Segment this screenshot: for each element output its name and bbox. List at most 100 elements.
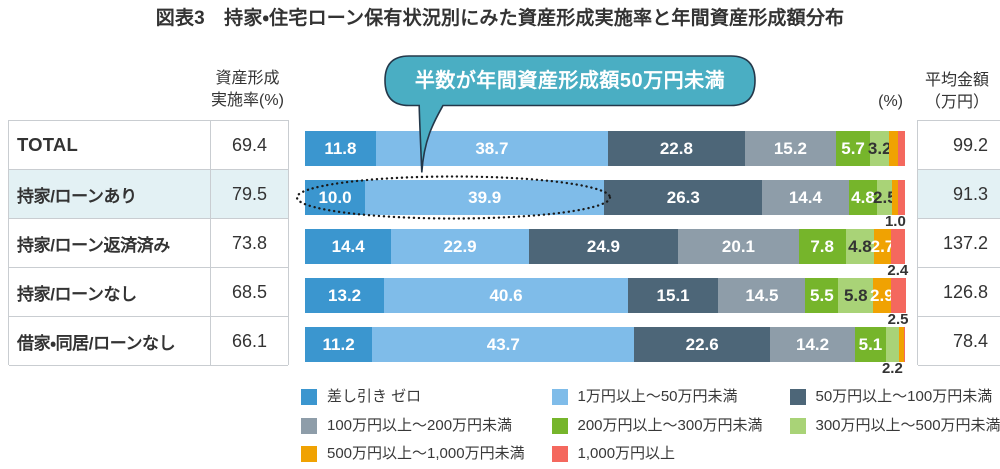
legend-label: 1,000万円以上 (577, 445, 676, 462)
bar-segment: 3.2 (867, 131, 892, 166)
bar-segment-label: 2.7 (870, 237, 895, 256)
row-average-value: 99.2 (918, 121, 1000, 170)
bar-segment: 14.5 (718, 278, 806, 313)
legend-item: 差し引き ゼロ (301, 387, 422, 405)
row-label: TOTAL (9, 121, 211, 169)
row-label: 持家/ローン返済済み (9, 219, 211, 267)
legend-swatch (551, 388, 568, 405)
bar-segment: 2.5 (873, 180, 897, 215)
legend-swatch (301, 388, 317, 405)
stacked-bar: 14.4 22.9 24.9 20.1 7.8 4.8 2.7 (305, 229, 905, 264)
legend-label: 差し引き ゼロ (327, 387, 422, 405)
row-average-value: 78.4 (918, 317, 1000, 366)
legend-swatch (789, 388, 806, 405)
row-label: 持家/ローンなし (9, 268, 211, 316)
bar-segment-label: 11.2 (322, 335, 355, 354)
bar-segment-label: 14.5 (745, 286, 779, 305)
row-average-value: 137.2 (918, 219, 1000, 268)
bar-segment: 14.4 (305, 229, 392, 264)
bar-segment-label: 14.2 (796, 335, 830, 354)
bar-segment-label: 15.2 (773, 139, 807, 158)
average-amount-column: 99.2 91.3 137.2 126.8 78.4 (917, 120, 1000, 366)
row-rate-value: 66.1 (231, 330, 268, 351)
bar-below-label: 1.0 (884, 212, 906, 230)
stacked-bar: 11.2 43.7 22.6 14.2 5.1 (305, 327, 905, 362)
row-label: 借家・同居/ローンなし (9, 317, 211, 365)
bar-segment: 4.8 (845, 229, 875, 264)
bar-segment: 14.4 (762, 180, 849, 215)
table-row: TOTAL 69.4 (9, 121, 288, 170)
bar-row: 2.5 13.2 40.6 15.1 14.5 5.5 5.8 2.9 (305, 267, 917, 327)
bar-segment-label: 4.8 (851, 188, 875, 207)
chart-title: 図表3 持家・住宅ローン保有状況別にみた資産形成実施率と年間資産形成額分布 (155, 8, 845, 29)
bar-row: 1.0 10.0 39.9 26.3 14.4 4.8 2.5 (305, 169, 917, 229)
bar-segment-label: 38.7 (475, 139, 509, 158)
bar-segment (890, 278, 906, 313)
bar-segment: 15.1 (627, 278, 719, 313)
bar-segment: 26.3 (604, 180, 763, 215)
bar-segment-label: 22.6 (685, 335, 719, 354)
bar-row: 2.2 11.2 43.7 22.6 14.2 5.1 (305, 316, 917, 376)
bar-segment: 14.2 (769, 327, 856, 362)
legend: 差し引き ゼロ 1万円以上～50万円未満 50万円以上～100万円未満 100万円以上… (0, 380, 1000, 469)
legend-swatch (551, 417, 568, 434)
bar-segment-label: 2.5 (873, 188, 897, 207)
col-header-rate-line1: 資産形成 (215, 70, 280, 87)
bar-segment-label: 20.1 (721, 237, 756, 256)
row-rate-value: 69.4 (231, 134, 268, 155)
col-header-avg-line2: （万円） (924, 94, 989, 111)
legend-swatch (301, 446, 317, 462)
legend-item: 300万円以上～500万円未満 (789, 417, 1000, 434)
bar-segment (885, 327, 899, 362)
bar-segment-label: 5.7 (841, 139, 865, 158)
bar-segment-label: 14.4 (331, 237, 365, 256)
bar-row: 2.4 14.4 22.9 24.9 20.1 7.8 4.8 2.7 (305, 218, 917, 278)
bar-segment: 38.7 (375, 131, 608, 166)
bar-segment-label: 39.9 (468, 188, 502, 207)
bar-segment: 22.9 (391, 229, 529, 264)
bar-segment-label: 2.9 (870, 286, 894, 305)
bar-segment: 11.8 (305, 131, 376, 166)
row-average-value: 126.8 (918, 268, 1000, 317)
legend-item: 1,000万円以上 (551, 445, 676, 462)
legend-item: 1万円以上～50万円未満 (551, 387, 738, 405)
row-average-value: 91.3 (918, 170, 1000, 219)
bar-segment: 5.8 (838, 278, 874, 313)
bar-segment-label: 22.8 (659, 139, 693, 158)
bar-segment-label: 26.3 (666, 188, 700, 207)
legend-swatch (301, 417, 317, 434)
col-header-rate-line2: 実施率(%) (211, 92, 284, 109)
col-header-avg-line1: 平均金額 (924, 72, 989, 89)
bar-segment (889, 131, 898, 166)
bar-segment: 5.5 (805, 278, 839, 313)
bar-segment-label: 10.0 (318, 188, 352, 207)
bar-segment-label: 7.8 (810, 237, 834, 256)
bar-segment-label: 5.1 (858, 335, 883, 354)
legend-swatch (551, 446, 568, 462)
legend-label: 50万円以上～100万円未満 (815, 387, 993, 405)
row-rate-value: 73.8 (231, 232, 268, 253)
bar-segment-label: 3.2 (867, 139, 892, 158)
stacked-bars: 11.8 38.7 22.8 15.2 5.7 3.2 1.0 10.0 39.9 26.3 14.… (305, 120, 917, 376)
bar-segment: 22.6 (634, 327, 770, 362)
bar-segment: 20.1 (678, 229, 799, 264)
bar-segment: 5.1 (855, 327, 886, 362)
bar-segment (898, 180, 905, 215)
bar-segment-label: 15.1 (656, 286, 690, 305)
col-header-rate: 資産形成 実施率(%) (160, 68, 335, 112)
stacked-bar: 13.2 40.6 15.1 14.5 5.5 5.8 2.9 (305, 278, 906, 313)
bar-segment-label: 5.8 (843, 286, 868, 305)
bar-below-label: 2.4 (887, 261, 909, 279)
bar-segment (892, 180, 899, 215)
legend-item: 100万円以上～200万円未満 (301, 416, 513, 434)
legend-label: 1万円以上～50万円未満 (577, 387, 738, 405)
legend-item: 50万円以上～100万円未満 (789, 387, 993, 405)
legend-swatch (789, 417, 806, 434)
category-table: TOTAL 69.4 持家/ローンあり 79.5 持家/ローン返済済み 73.8 持家/ロー… (8, 120, 289, 366)
legend-label: 100万円以上～200万円未満 (327, 416, 513, 434)
bar-row: 11.8 38.7 22.8 15.2 5.7 3.2 (305, 120, 917, 169)
bar-segment: 10.0 (305, 180, 365, 215)
bar-segment: 4.8 (848, 180, 878, 215)
legend-item: 500万円以上～1,000万円未満 (301, 446, 525, 462)
table-row: 持家/ローンなし 68.5 (9, 268, 288, 317)
